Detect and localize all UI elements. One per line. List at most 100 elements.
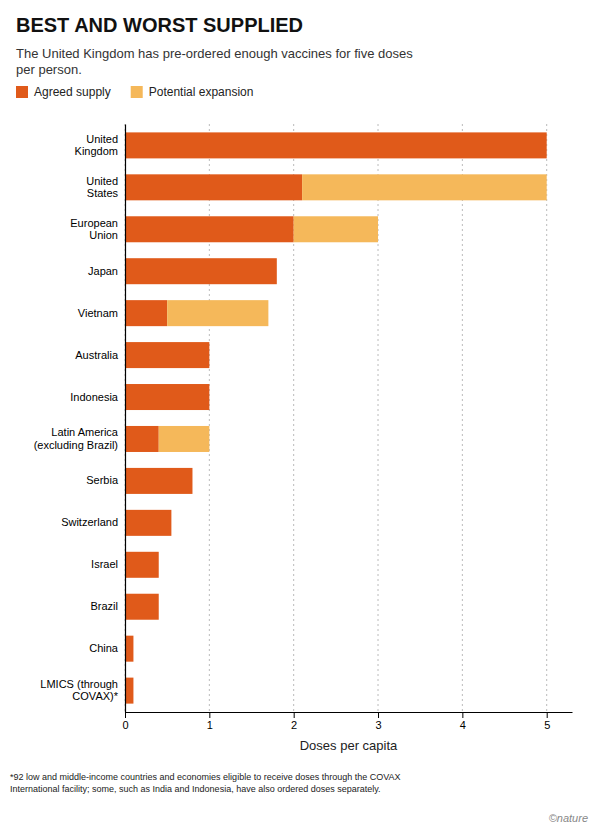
tick: 5 — [544, 712, 550, 731]
tick-label: Australia — [75, 349, 119, 361]
tick-mark — [378, 712, 379, 718]
bars — [125, 132, 547, 703]
bar — [125, 678, 133, 704]
tick: China — [89, 642, 125, 654]
bar — [302, 174, 547, 200]
legend-label: Potential expansion — [149, 85, 254, 99]
tick: 0 — [122, 712, 128, 731]
bar — [125, 636, 133, 662]
legend-item: Agreed supply — [16, 85, 111, 99]
tick-label: Vietnam — [78, 307, 118, 319]
text-line: Serbia — [86, 474, 119, 486]
text-line: *92 low and middle-income countries and … — [10, 772, 401, 782]
tick-label: 3 — [375, 719, 381, 731]
tick: Latin America(excluding Brazil) — [34, 426, 125, 450]
grid — [125, 124, 547, 712]
tick-label: 2 — [291, 719, 297, 731]
bar — [125, 552, 159, 578]
text-line: Brazil — [90, 600, 118, 612]
series — [159, 174, 547, 452]
bar — [209, 342, 210, 368]
tick-mark — [125, 712, 126, 718]
bar — [209, 384, 210, 410]
legend-swatch — [131, 86, 143, 98]
x-axis: 0 1 2 3 4 5 — [122, 712, 572, 731]
tick-label: Japan — [88, 265, 118, 277]
grid-line — [125, 124, 126, 712]
text-line: Israel — [91, 558, 118, 570]
bar — [276, 258, 277, 284]
subtitle: The United Kingdom has pre-ordered enoug… — [16, 46, 413, 77]
axis-line — [126, 712, 573, 713]
tick-label: China — [89, 642, 119, 654]
tick-label: LMICS (throughCOVAX)* — [40, 678, 118, 702]
tick-label: Latin America(excluding Brazil) — [34, 426, 119, 450]
tick-label: Brazil — [90, 600, 118, 612]
chart: BEST AND WORST SUPPLIED The United Kingdo… — [0, 0, 600, 832]
tick-label: EuropeanUnion — [70, 217, 118, 241]
legend-swatch — [16, 86, 28, 98]
bar — [158, 552, 159, 578]
tick-label: 5 — [544, 719, 550, 731]
tick-label: Indonesia — [70, 391, 119, 403]
tick-label: UnitedKingdom — [75, 133, 118, 157]
text-line: Vietnam — [78, 307, 118, 319]
bar — [294, 216, 378, 242]
bar — [133, 678, 134, 704]
y-axis: UnitedKingdomUnitedStatesEuropeanUnionJa… — [34, 125, 126, 713]
bar — [125, 426, 159, 452]
text-line: Switzerland — [61, 516, 118, 528]
bar — [125, 510, 171, 536]
tick-label: UnitedStates — [86, 175, 118, 199]
text-line: per person. — [16, 62, 82, 77]
bar — [192, 468, 193, 494]
tick: 1 — [207, 712, 213, 731]
footnote: *92 low and middle-income countries and … — [10, 772, 401, 794]
bar — [125, 300, 167, 326]
bar — [125, 342, 209, 368]
bar — [125, 132, 547, 158]
text-line: Union — [89, 229, 118, 241]
text-line: Australia — [75, 349, 119, 361]
bar — [546, 132, 547, 158]
legend: Agreed supply Potential expansion — [16, 85, 253, 99]
legend-label: Agreed supply — [34, 85, 111, 99]
text-line: China — [89, 642, 119, 654]
tick: 4 — [460, 712, 466, 731]
bar — [133, 636, 134, 662]
text-line: United — [86, 175, 118, 187]
plot: 012345UnitedKingdomUnitedStatesEuropeanU… — [34, 124, 573, 753]
series — [125, 132, 547, 703]
bar — [125, 384, 209, 410]
tick: Vietnam — [78, 307, 125, 319]
grid-line — [462, 124, 463, 712]
tick-label: 1 — [207, 719, 213, 731]
bar — [125, 258, 277, 284]
text-line: Kingdom — [75, 145, 118, 157]
legend-item: Potential expansion — [131, 85, 254, 99]
grid-line — [293, 124, 294, 712]
tick: Israel — [91, 558, 125, 570]
text-line: (excluding Brazil) — [34, 439, 118, 451]
bar — [125, 468, 192, 494]
tick: EuropeanUnion — [70, 217, 125, 241]
tick-label: Serbia — [86, 474, 119, 486]
title: BEST AND WORST SUPPLIED — [16, 14, 303, 36]
bar — [125, 216, 294, 242]
axis-line — [125, 125, 126, 713]
text-line: The United Kingdom has pre-ordered enoug… — [16, 46, 413, 61]
text-line: LMICS (through — [40, 678, 118, 690]
tick-label: Switzerland — [61, 516, 118, 528]
tick: Switzerland — [61, 516, 125, 528]
tick: Brazil — [90, 600, 125, 612]
tick: 3 — [375, 712, 381, 731]
bar — [159, 426, 210, 452]
text-line: European — [70, 217, 118, 229]
grid-line — [209, 124, 210, 712]
bar — [158, 594, 159, 620]
tick-mark — [209, 712, 210, 718]
tick: Japan — [88, 265, 125, 277]
text-line: Indonesia — [70, 391, 119, 403]
tick-mark — [294, 712, 295, 718]
bar — [167, 300, 268, 326]
